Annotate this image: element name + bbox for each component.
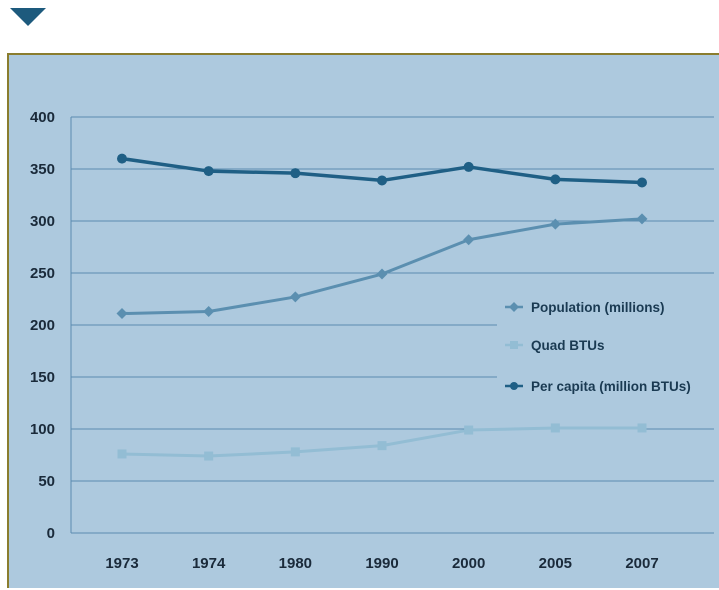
data-point [377,175,387,186]
data-point [289,291,301,303]
y-tick-label: 300 [30,213,55,230]
data-point [464,425,474,435]
data-point [117,449,127,459]
x-tick-label: 1974 [192,555,226,572]
legend-box [497,275,719,391]
data-point [637,177,647,188]
chart-frame: 0 50 100 150 200 250 300 350 400 1973 1974 1980 1990… [7,53,719,588]
y-tick-label: 400 [30,109,55,126]
data-point [463,161,474,172]
x-tick-label: 1973 [105,555,138,572]
x-tick-label: 1990 [365,555,398,572]
y-tick-label: 200 [30,317,55,334]
data-point [203,305,215,317]
data-point [204,451,214,461]
data-point [116,308,128,320]
y-tick-label: 0 [47,525,55,542]
legend-label: Per capita (million BTUs) [531,379,691,394]
data-point [550,174,561,185]
legend-marker [510,341,518,349]
line-chart: 0 50 100 150 200 250 300 350 400 1973 1974 1980 1990… [30,109,719,572]
legend-marker [510,382,518,390]
legend-label: Population (millions) [531,300,665,315]
y-tick-label: 350 [30,161,55,178]
data-point [463,234,475,246]
x-tick-label: 2005 [539,555,572,572]
data-point [203,166,214,177]
data-point [376,268,388,280]
triangle-down-icon [10,8,46,26]
y-tick-label: 250 [30,265,55,282]
legend-marker [509,302,519,312]
data-point [550,423,560,433]
data-point [290,168,301,179]
data-point [377,441,387,451]
data-point [637,423,647,433]
y-tick-label: 50 [38,473,55,490]
x-tick-label: 2000 [452,555,485,572]
data-point [549,218,561,230]
data-point [117,153,127,164]
x-tick-label: 1980 [279,555,312,572]
legend-label: Quad BTUs [531,338,605,353]
data-point [290,447,300,457]
y-tick-label: 150 [30,369,55,386]
y-tick-label: 100 [30,421,55,438]
x-tick-label: 2007 [625,555,658,572]
data-point [636,213,648,225]
